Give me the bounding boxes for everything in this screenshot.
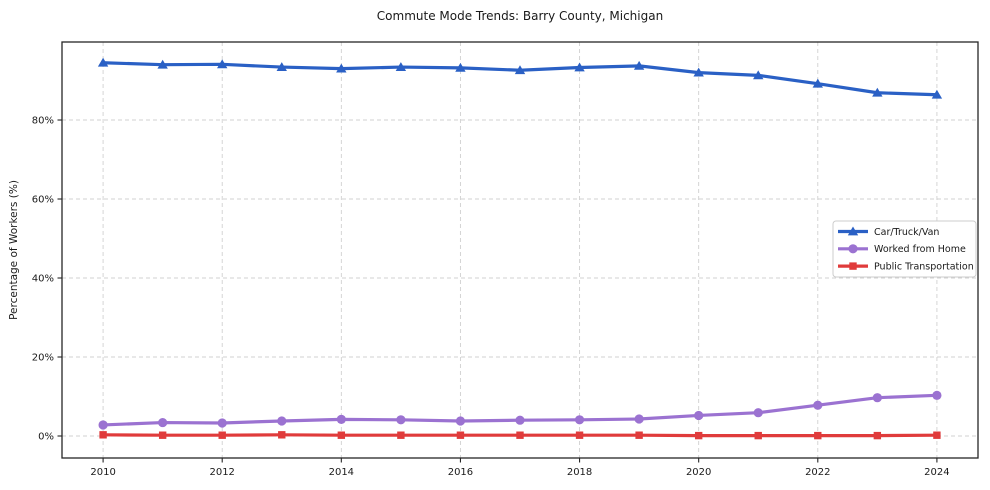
data-point-worked-from-home-2021: [753, 408, 763, 418]
x-tick-label-2024: 2024: [924, 467, 949, 478]
data-point-public-transportation-2014: [337, 431, 346, 439]
x-tick-label-2016: 2016: [448, 467, 473, 478]
data-point-worked-from-home-2024: [932, 390, 942, 400]
y-tick-label-20: 20%: [32, 353, 54, 364]
data-point-worked-from-home-2016: [455, 416, 466, 426]
data-point-public-transportation-2012: [218, 431, 226, 439]
data-point-public-transportation-2021: [754, 431, 762, 440]
data-point-public-transportation-2022: [814, 431, 822, 440]
data-point-public-transportation-2016: [456, 431, 465, 439]
legend-label-public-transportation: Public Transportation: [874, 261, 974, 272]
x-tick-label-2010: 2010: [90, 467, 115, 478]
data-point-car-truck-van-2019: [633, 60, 645, 70]
data-point-worked-from-home-2010: [98, 420, 108, 430]
data-point-car-truck-van-2010: [97, 57, 109, 67]
data-point-public-transportation-2017: [516, 431, 524, 439]
y-tick-label-0: 0%: [38, 431, 54, 442]
plot-border: [61, 41, 979, 459]
x-tick-label-2022: 2022: [805, 467, 830, 478]
data-point-public-transportation-2018: [575, 431, 584, 439]
data-point-worked-from-home-2020: [694, 410, 704, 421]
data-point-public-transportation-2024: [933, 431, 941, 439]
data-point-car-truck-van-2020: [693, 67, 704, 77]
data-point-public-transportation-2020: [694, 431, 703, 440]
data-point-worked-from-home-2015: [396, 415, 406, 425]
data-point-car-truck-van-2011: [157, 59, 168, 69]
data-point-worked-from-home-2018: [574, 415, 585, 425]
legend-marker-car-truck-van: [847, 226, 859, 236]
data-point-worked-from-home-2022: [813, 400, 823, 410]
data-point-car-truck-van-2015: [395, 62, 407, 71]
data-point-public-transportation-2015: [397, 431, 405, 439]
data-point-public-transportation-2010: [99, 431, 107, 439]
plot-area: 2010 2012 2014 2016 2018 2020 2022 2024 0% 20% 40%…: [32, 41, 979, 478]
data-point-worked-from-home-2019: [634, 414, 644, 424]
legend-marker-worked-from-home: [848, 244, 858, 254]
data-point-car-truck-van-2022: [812, 78, 823, 88]
x-tick-label-2012: 2012: [209, 467, 234, 478]
y-tick-label-40: 40%: [32, 274, 54, 285]
chart-title: Commute Mode Trends: Barry County, Michi…: [377, 9, 663, 23]
x-tick-label-2014: 2014: [329, 467, 354, 478]
data-point-public-transportation-2011: [158, 431, 167, 439]
data-point-public-transportation-2019: [635, 431, 643, 439]
x-tick-label-2018: 2018: [567, 467, 592, 478]
legend-label-worked-from-home: Worked from Home: [874, 244, 966, 255]
data-point-worked-from-home-2013: [277, 416, 287, 426]
data-point-public-transportation-2013: [278, 431, 286, 439]
data-point-worked-from-home-2011: [158, 417, 168, 428]
data-point-car-truck-van-2024: [931, 89, 943, 99]
data-point-car-truck-van-2017: [514, 65, 526, 75]
y-tick-label-80: 80%: [32, 116, 54, 127]
legend: [832, 220, 977, 278]
x-tick-label-2020: 2020: [686, 467, 711, 478]
data-point-car-truck-van-2023: [872, 87, 883, 97]
data-point-car-truck-van-2012: [217, 59, 228, 69]
data-point-worked-from-home-2023: [872, 393, 882, 403]
data-point-car-truck-van-2016: [455, 62, 466, 72]
y-tick-label-60: 60%: [32, 195, 54, 206]
legend-marker-public-transportation: [849, 262, 857, 270]
data-point-car-truck-van-2021: [753, 70, 764, 80]
data-point-public-transportation-2023: [873, 431, 882, 440]
legend-label-car-truck-van: Car/Truck/Van: [874, 227, 939, 238]
data-point-worked-from-home-2012: [217, 418, 227, 428]
data-point-car-truck-van-2014: [336, 63, 347, 73]
y-axis-label: Percentage of Workers (%): [8, 180, 20, 320]
data-point-car-truck-van-2013: [276, 62, 287, 71]
data-point-worked-from-home-2017: [515, 415, 525, 425]
data-point-worked-from-home-2014: [336, 414, 346, 425]
data-point-car-truck-van-2018: [574, 62, 585, 72]
